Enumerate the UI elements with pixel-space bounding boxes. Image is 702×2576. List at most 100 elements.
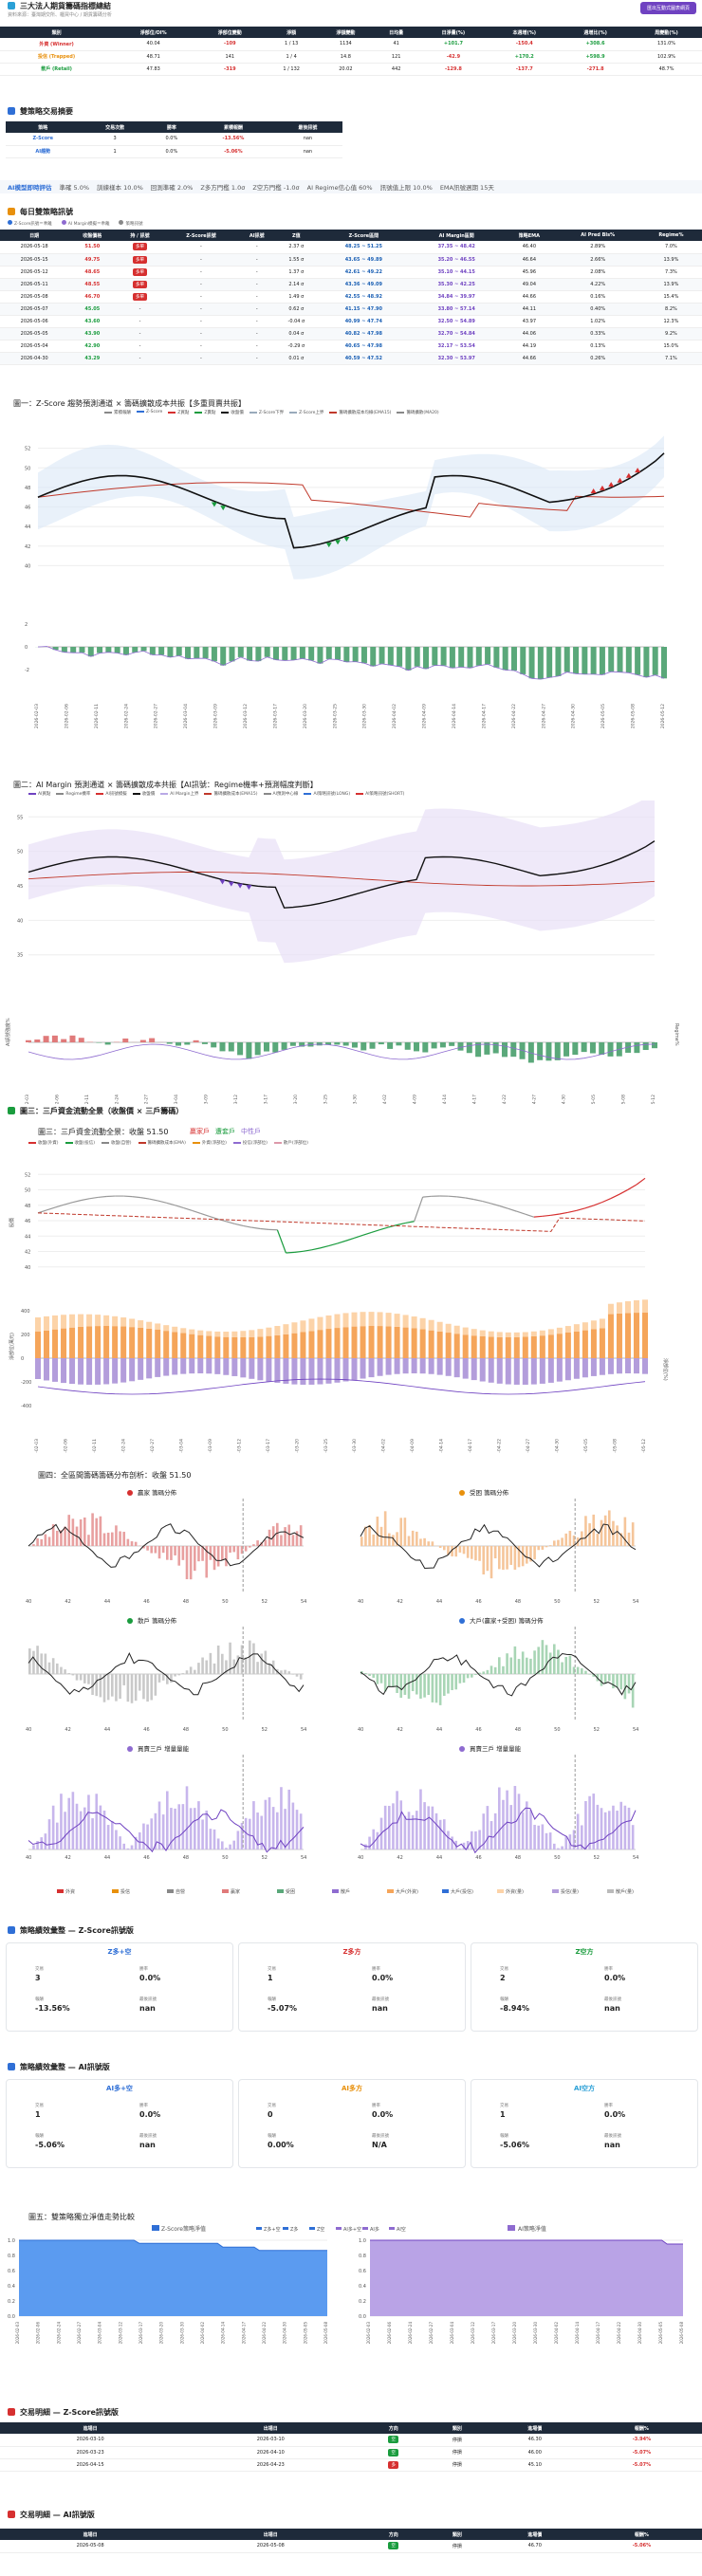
table-cell: 停損	[426, 2458, 489, 2472]
zscore-bar	[449, 647, 455, 669]
trade-row[interactable]: 2026-03-23 2026-04-10 空停損 46.00 -5.07%	[0, 2446, 702, 2459]
chart3-tags: 贏家戶 遭套戶 中性戶	[190, 1127, 261, 1136]
ai-signal-bar	[642, 1042, 649, 1051]
volume-bar	[388, 1805, 391, 1849]
y-tick-label: 46	[25, 506, 30, 511]
z-buy-marker	[608, 482, 615, 488]
export-button[interactable]: 匯出互動式圖表網頁	[639, 2, 696, 14]
legend-swatch	[96, 792, 104, 795]
close-segment	[516, 1210, 526, 1215]
legend-item: 投信(淨部位)	[232, 1140, 268, 1146]
zscore-bar	[432, 647, 438, 666]
x-tick-label: 2026-03-25	[323, 1439, 329, 1453]
close-segment	[465, 1197, 474, 1201]
ai-signal-bar	[545, 1042, 552, 1061]
trust-bar	[257, 1329, 264, 1337]
trade-row[interactable]: 2026-04-15 2026-04-23 多停損 45.10 -5.07%	[0, 2458, 702, 2472]
z-sell-marker	[335, 540, 342, 545]
foreign-bar	[564, 1332, 571, 1358]
column-header: Z-Score訊號	[163, 230, 239, 241]
x-tick-label: 2026-04-02	[381, 1439, 387, 1453]
retail-bar	[78, 1358, 84, 1385]
signal-row[interactable]: 2026-05-12 48.65 多單 - -1.37 σ 42.61 ~ 49.22 35…	[0, 266, 702, 279]
table-cell: 51.50	[68, 241, 117, 254]
equity-line	[19, 2239, 327, 2252]
volume-bar	[471, 1831, 473, 1849]
trust-bar	[197, 1330, 204, 1335]
volume-bar	[498, 1787, 501, 1849]
table-cell: -129.8	[417, 63, 490, 76]
volume-bar	[287, 1789, 291, 1849]
strategy-card[interactable]: AI多+空 交易 1 勝率 0.0% 報酬 -5.06% 最後訊號 nan	[6, 2079, 233, 2168]
distribution-bar	[509, 1546, 513, 1565]
close-segment	[405, 1221, 415, 1224]
trade-row[interactable]: 2026-05-08 2026-05-08 空停損 46.70 -5.06%	[0, 2540, 702, 2553]
table-cell: 43.36 ~ 49.09	[317, 278, 411, 291]
retail-bar	[428, 1358, 434, 1374]
strategy-card[interactable]: AI空方 交易 1 勝率 0.0% 報酬 -5.06% 最後訊號 nan	[471, 2079, 698, 2168]
chart3-tag: 中性戶	[241, 1128, 261, 1135]
strategy-card[interactable]: Z多方 交易 1 勝率 0.0% 報酬 -5.07% 最後訊號 nan	[238, 1942, 466, 2032]
strategy-card[interactable]: AI多方 交易 0 勝率 0.0% 報酬 0.00% 最後訊號 N/A	[238, 2079, 466, 2168]
legend-swatch	[194, 411, 203, 414]
volume-bar	[212, 1829, 216, 1849]
zscore-bar	[61, 647, 67, 653]
distribution-bar	[431, 1674, 434, 1702]
section3-title: 圖三：三戶資金流動全景（收盤價 × 三戶籌碼）	[20, 1106, 184, 1115]
x-tick-label: 2026-04-30	[571, 704, 577, 728]
retail-bar	[471, 1358, 477, 1381]
signal-row[interactable]: 2026-05-08 46.70 多單 - -1.49 σ 42.55 ~ 48.92 34…	[0, 290, 702, 304]
distribution-bar	[40, 1538, 44, 1546]
direction-tag: 空	[388, 2436, 398, 2444]
table-cell: -3.94%	[581, 2434, 702, 2447]
x-tick-label: 2026-04-14	[442, 1095, 448, 1104]
foreign-bar	[129, 1327, 136, 1358]
table-cell: 9.2%	[639, 327, 702, 340]
close-segment	[525, 1213, 535, 1218]
trust-bar	[530, 1331, 537, 1336]
x-tick-label: 2026-03-20	[512, 2322, 517, 2345]
x-tick-label: 2026-02-03	[34, 704, 40, 728]
strategy-card[interactable]: Z多+空 交易 3 勝率 0.0% 報酬 -13.56% 最後訊號 nan	[6, 1942, 233, 2032]
signal-row[interactable]: 2026-05-18 51.50 多單 - -2.37 σ 48.25 ~ 51.25 37…	[0, 241, 702, 254]
y2-axis-label: AI訊號強度%	[5, 1018, 11, 1046]
distribution-bar	[416, 1674, 418, 1695]
signal-row[interactable]: 2026-05-04 42.90- - - -0.29 σ 40.65 ~ 47.98 32…	[0, 340, 702, 353]
column-header: Z-Score區間	[317, 230, 411, 241]
x-tick-label: 2026-03-25	[332, 704, 338, 728]
foreign-bar	[496, 1336, 503, 1358]
trust-bar	[479, 1330, 486, 1336]
trade-row[interactable]: 2026-03-10 2026-03-10 空停損 46.30 -3.94%	[0, 2434, 702, 2447]
distribution-bar	[572, 1535, 576, 1546]
volume-bar	[623, 1805, 627, 1849]
signal-row[interactable]: 2026-05-15 49.75 多單 - -1.55 σ 43.65 ~ 49.89 35…	[0, 253, 702, 267]
page-title: 三大法人期貨籌碼指標總結	[20, 1, 111, 10]
distribution-bar	[541, 1546, 545, 1550]
distribution-bar	[36, 1646, 39, 1674]
distribution-bar	[392, 1674, 395, 1687]
table-cell: 20.02	[316, 63, 375, 76]
volume-bar	[438, 1819, 442, 1849]
legend-swatch	[309, 2227, 315, 2230]
summary-row: 投信 (Trapped) 48.71 141 1 / 4 14.8 121 -42.9 +17…	[0, 50, 702, 64]
distribution-bar	[205, 1546, 209, 1578]
volume-bar	[154, 1812, 157, 1849]
distribution-bar	[490, 1546, 493, 1579]
retail-bar	[607, 1358, 614, 1374]
x-tick-label: 2026-03-12	[471, 2322, 475, 2345]
ai-signal-bar	[61, 1039, 67, 1042]
signal-row[interactable]: 2026-05-05 43.90- - -0.04 σ 40.82 ~ 47.98 32.…	[0, 327, 702, 340]
signal-row[interactable]: 2026-04-30 43.29- - -0.01 σ 40.59 ~ 47.52 32.…	[0, 352, 702, 365]
y2-tick-label: 0	[21, 1356, 24, 1362]
trust-bar	[547, 1329, 554, 1335]
table-cell: -	[238, 266, 276, 279]
table-cell: 45.96	[503, 266, 556, 279]
signal-row[interactable]: 2026-05-06 43.60- - - -0.04 σ 40.99 ~ 47.74 32…	[0, 315, 702, 328]
signal-row[interactable]: 2026-05-11 48.55 多單 - -2.14 σ 43.36 ~ 49.09 35…	[0, 278, 702, 291]
strategy-card[interactable]: Z空方 交易 2 勝率 0.0% 報酬 -8.94% 最後訊號 nan	[471, 1942, 698, 2032]
signal-row[interactable]: 2026-05-07 45.05- - -0.62 σ 41.15 ~ 47.90 33.…	[0, 303, 702, 316]
x-tick-label: 2026-03-30	[179, 2322, 184, 2345]
distribution-bar	[212, 1663, 216, 1674]
retail-bar	[360, 1358, 366, 1379]
volume-bar	[443, 1819, 446, 1849]
